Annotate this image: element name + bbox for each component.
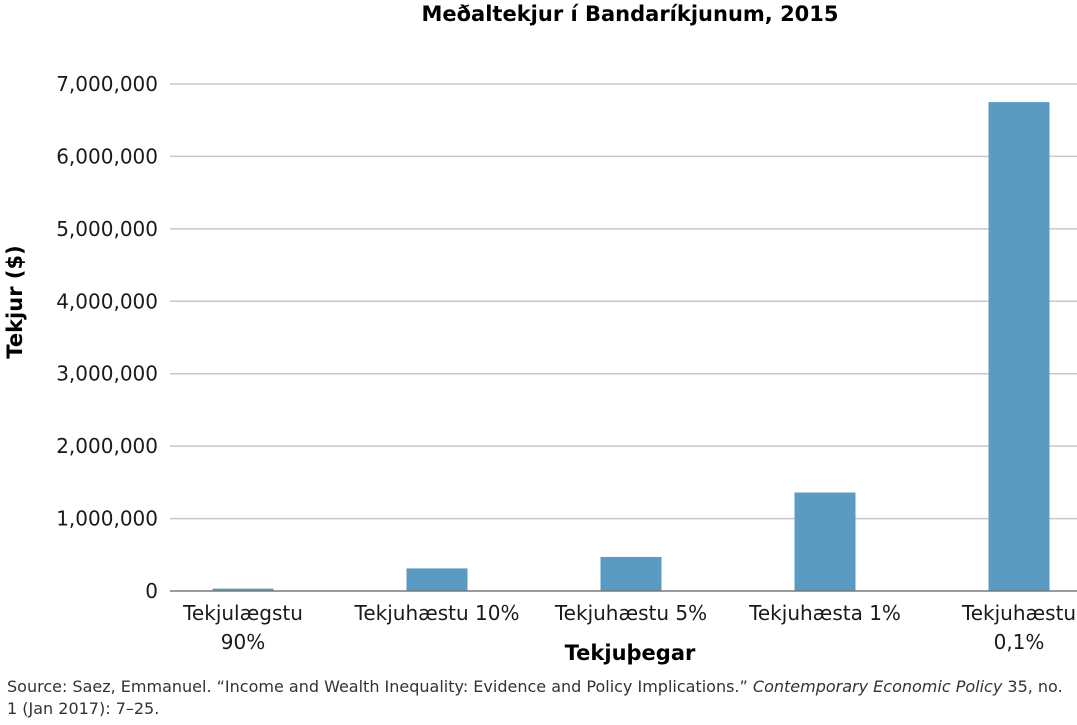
y-tick-label: 6,000,000 (56, 144, 158, 168)
bar (988, 102, 1050, 591)
x-axis-title: Tekjuþegar (565, 641, 696, 665)
y-tick-label: 3,000,000 (56, 362, 158, 386)
chart-title: Meðaltekjur í Bandaríkjunum, 2015 (421, 2, 838, 26)
x-tick-label: Tekjuhæstu 5% (554, 601, 707, 625)
y-tick-label: 2,000,000 (56, 434, 158, 458)
source-prefix: Source: Saez, Emmanuel. “Income and Weal… (7, 677, 753, 696)
bar (600, 556, 662, 591)
source-note: Source: Saez, Emmanuel. “Income and Weal… (7, 676, 1072, 720)
x-tick-label: 0,1% (994, 630, 1045, 654)
x-tick-label: Tekjuhæsta 1% (748, 601, 901, 625)
bars (212, 102, 1050, 591)
y-tick-label: 0 (145, 579, 158, 603)
bar (794, 492, 856, 591)
source-suffix: 35, no. 1 (Jan 2017): 7–25. (7, 677, 1063, 718)
y-axis-title: Tekjur ($) (3, 245, 27, 358)
x-tick-label: 90% (221, 630, 265, 654)
bar (406, 568, 468, 591)
y-axis-ticks: 0 1,000,000 2,000,000 3,000,000 4,000,000 5,0… (56, 72, 158, 603)
source-journal: Contemporary Economic Policy (752, 677, 1003, 696)
gridlines (170, 83, 1077, 520)
bar (212, 588, 274, 591)
bar-chart: Meðaltekjur í Bandaríkjunum, 2015 0 1,000… (3, 2, 1077, 665)
x-tick-label: Tekjulægstu (182, 601, 303, 625)
y-tick-label: 4,000,000 (56, 289, 158, 313)
x-tick-label: Tekjuhæstu 10% (354, 601, 520, 625)
y-tick-label: 5,000,000 (56, 217, 158, 241)
x-axis-ticks: Tekjulægstu 90% Tekjuhæstu 10% Tekjuhæstu 5… (182, 601, 1076, 654)
y-tick-label: 1,000,000 (56, 507, 158, 531)
x-tick-label: Tekjuhæstu (961, 601, 1076, 625)
y-tick-label: 7,000,000 (56, 72, 158, 96)
